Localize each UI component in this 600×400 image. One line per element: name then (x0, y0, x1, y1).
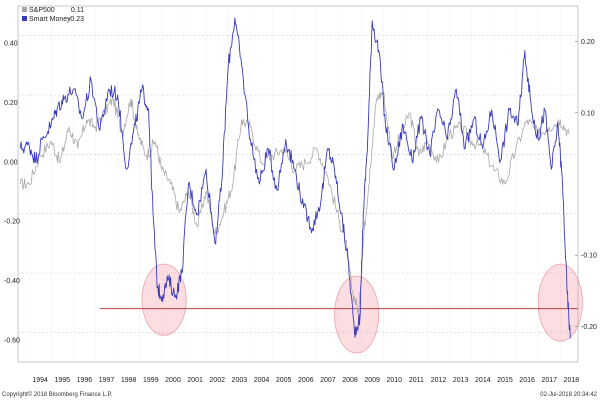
x-tick-label: 2001 (187, 377, 203, 384)
x-tick-label: 2002 (209, 377, 225, 384)
plot-frame (17, 5, 579, 363)
x-tick-label: 2013 (453, 377, 469, 384)
legend-value: 0.11 (71, 7, 84, 14)
legend-label: Smart Money (29, 16, 71, 23)
x-tick-label: 1999 (143, 377, 159, 384)
x-tick-label: 1994 (32, 377, 48, 384)
highlight-circle (334, 275, 380, 354)
highlight-circle (141, 263, 187, 336)
legend-label: S&P500 (29, 7, 55, 14)
x-tick-label: 1998 (121, 377, 137, 384)
series-line-smart-money (19, 17, 571, 339)
x-tick-label: 2006 (298, 377, 314, 384)
x-tick-label: 1996 (77, 377, 93, 384)
x-tick-label: 2011 (409, 377, 424, 384)
left-tick-label: -0.20 (4, 219, 20, 226)
x-tick-label: 2012 (431, 377, 447, 384)
legend-swatch (22, 16, 27, 21)
x-tick-label: 2005 (276, 377, 292, 384)
grid-layer (17, 5, 579, 363)
series-layer (19, 17, 578, 339)
highlight-layer (141, 263, 583, 354)
x-tick-label: 1997 (99, 377, 115, 384)
legend-swatch (22, 7, 27, 12)
x-tick-label: 2010 (386, 377, 402, 384)
axis-layer: 0.40 0.20 0.00 -0.20 -0.40 -0.60 0.20 0.10 -0.10… (4, 39, 597, 384)
footer-timestamp: 02-Jul-2018 20:34:42 (540, 392, 597, 398)
x-tick-label: 2004 (254, 377, 270, 384)
x-tick-label: 2008 (342, 377, 358, 384)
right-tick-label: -0.10 (581, 253, 597, 260)
x-tick-label: 2016 (519, 377, 535, 384)
footer-copyright: Copyright© 2018 Bloomberg Finance L.P. (2, 391, 113, 398)
x-tick-label: 2003 (232, 377, 248, 384)
right-tick-label: 0.10 (581, 110, 595, 117)
x-tick-label: 2018 (564, 377, 580, 384)
x-tick-label: 2000 (165, 377, 181, 384)
left-tick-label: -0.60 (4, 337, 20, 344)
x-tick-label: 2009 (364, 377, 380, 384)
right-tick-label: -0.20 (581, 324, 597, 331)
left-tick-label: 0.40 (4, 41, 18, 48)
left-tick-label: -0.40 (4, 278, 20, 285)
legend-value: -0.23 (68, 16, 84, 23)
x-tick-label: 2015 (497, 377, 513, 384)
left-tick-label: 0.00 (4, 159, 18, 166)
x-tick-label: 2017 (541, 377, 557, 384)
x-tick-label: 2014 (475, 377, 491, 384)
left-tick-label: 0.20 (4, 100, 18, 107)
x-tick-label: 2007 (320, 377, 336, 384)
x-tick-label: 1995 (54, 377, 70, 384)
highlight-circle (537, 263, 583, 342)
right-tick-label: 0.20 (581, 39, 595, 46)
